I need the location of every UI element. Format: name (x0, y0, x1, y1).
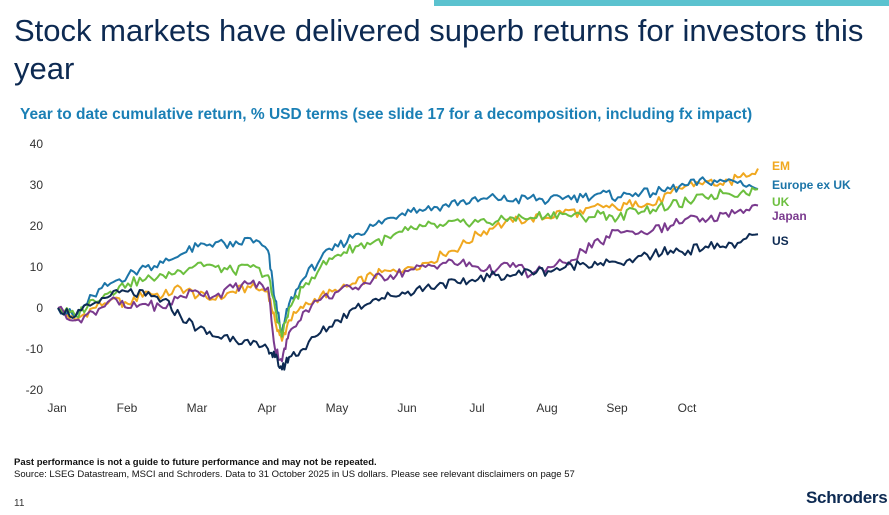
series-line-us (57, 232, 759, 371)
chart-subtitle: Year to date cumulative return, % USD te… (20, 106, 753, 123)
legend-label-us: US (772, 234, 789, 248)
x-tick-label: Jan (47, 401, 66, 415)
y-tick-label: -10 (26, 342, 44, 356)
legend-label-europe-ex-uk: Europe ex UK (772, 178, 851, 192)
y-tick-label: 20 (30, 219, 44, 233)
series-line-europe-ex-uk (57, 176, 759, 334)
x-tick-label: Sep (606, 401, 628, 415)
disclaimer-text: Past performance is not a guide to futur… (14, 457, 377, 468)
x-tick-label: Apr (258, 401, 277, 415)
y-tick-label: 10 (30, 260, 44, 274)
x-tick-label: Aug (536, 401, 557, 415)
source-text: Source: LSEG Datastream, MSCI and Schrod… (14, 469, 575, 480)
line-chart: -20 -10 0 10 20 30 40 Jan Feb Mar Apr May Jun Jul Aug… (26, 137, 851, 415)
series-lines (57, 168, 759, 371)
top-accent-bar (434, 0, 889, 6)
legend-label-japan: Japan (772, 209, 807, 223)
series-line-em (57, 168, 759, 342)
x-tick-label: May (326, 401, 349, 415)
x-tick-label: Jul (469, 401, 484, 415)
x-tick-label: Jun (397, 401, 416, 415)
series-line-japan (57, 203, 759, 363)
page-number: 11 (14, 498, 25, 509)
x-tick-label: Feb (117, 401, 138, 415)
legend-label-uk: UK (772, 195, 790, 209)
y-tick-label: 30 (30, 178, 44, 192)
schroders-logo: Schroders (806, 488, 888, 507)
page-title: Stock markets have delivered superb retu… (14, 13, 864, 86)
y-tick-label: 0 (36, 301, 43, 315)
series-line-uk (57, 186, 759, 338)
y-axis: -20 -10 0 10 20 30 40 (26, 137, 44, 397)
y-tick-label: -20 (26, 383, 44, 397)
x-tick-label: Oct (678, 401, 697, 415)
legend-label-em: EM (772, 159, 790, 173)
x-axis: Jan Feb Mar Apr May Jun Jul Aug Sep Oct (47, 401, 697, 415)
x-tick-label: Mar (187, 401, 208, 415)
y-tick-label: 40 (30, 137, 44, 151)
